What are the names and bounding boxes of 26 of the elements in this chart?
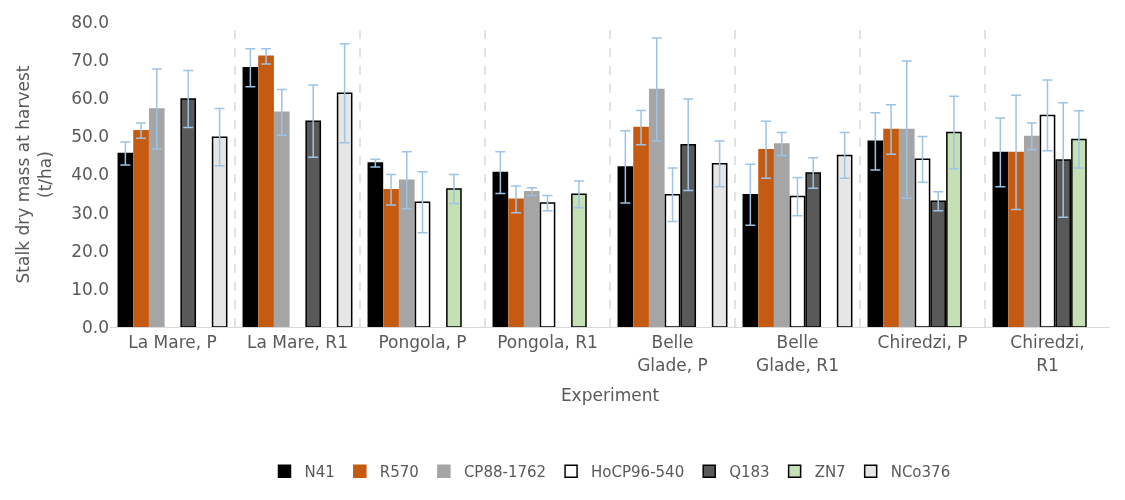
legend-label: ZN7	[814, 463, 846, 482]
x-tick-label: Chiredzi, P	[877, 332, 968, 353]
y-tick-label: 10.0	[71, 278, 109, 299]
legend-label: NCo376	[890, 463, 951, 482]
y-tick-label: 70.0	[71, 50, 109, 71]
y-tick-label: 0.0	[81, 316, 109, 337]
x-tick-label: Pongola, R1	[497, 332, 598, 353]
x-tick-label: Chiredzi, R1	[1010, 332, 1085, 375]
y-tick-label: 30.0	[71, 202, 109, 223]
x-tick-label: Belle Glade, P	[637, 332, 708, 375]
x-tick-label: La Mare, R1	[247, 332, 348, 353]
legend-label: R570	[379, 463, 419, 482]
legend-label: HoCP96-540	[591, 463, 685, 482]
y-tick-label: 50.0	[71, 126, 109, 147]
y-tick-label: 60.0	[71, 88, 109, 109]
y-tick-label: 80.0	[71, 11, 109, 32]
x-tick-label: La Mare, P	[128, 332, 217, 353]
legend-label: N41	[304, 463, 335, 482]
x-tick-label: Belle Glade, R1	[756, 332, 839, 375]
y-tick-label: 20.0	[71, 240, 109, 261]
legend-label: Q183	[729, 463, 770, 482]
x-axis-title: Experiment	[560, 384, 660, 405]
x-tick-label: Pongola, P	[378, 332, 467, 353]
y-tick-label: 40.0	[71, 164, 109, 185]
y-axis-title: Stalk dry mass at harvest (t/ha)	[12, 65, 55, 284]
legend-label: CP88-1762	[463, 463, 547, 482]
